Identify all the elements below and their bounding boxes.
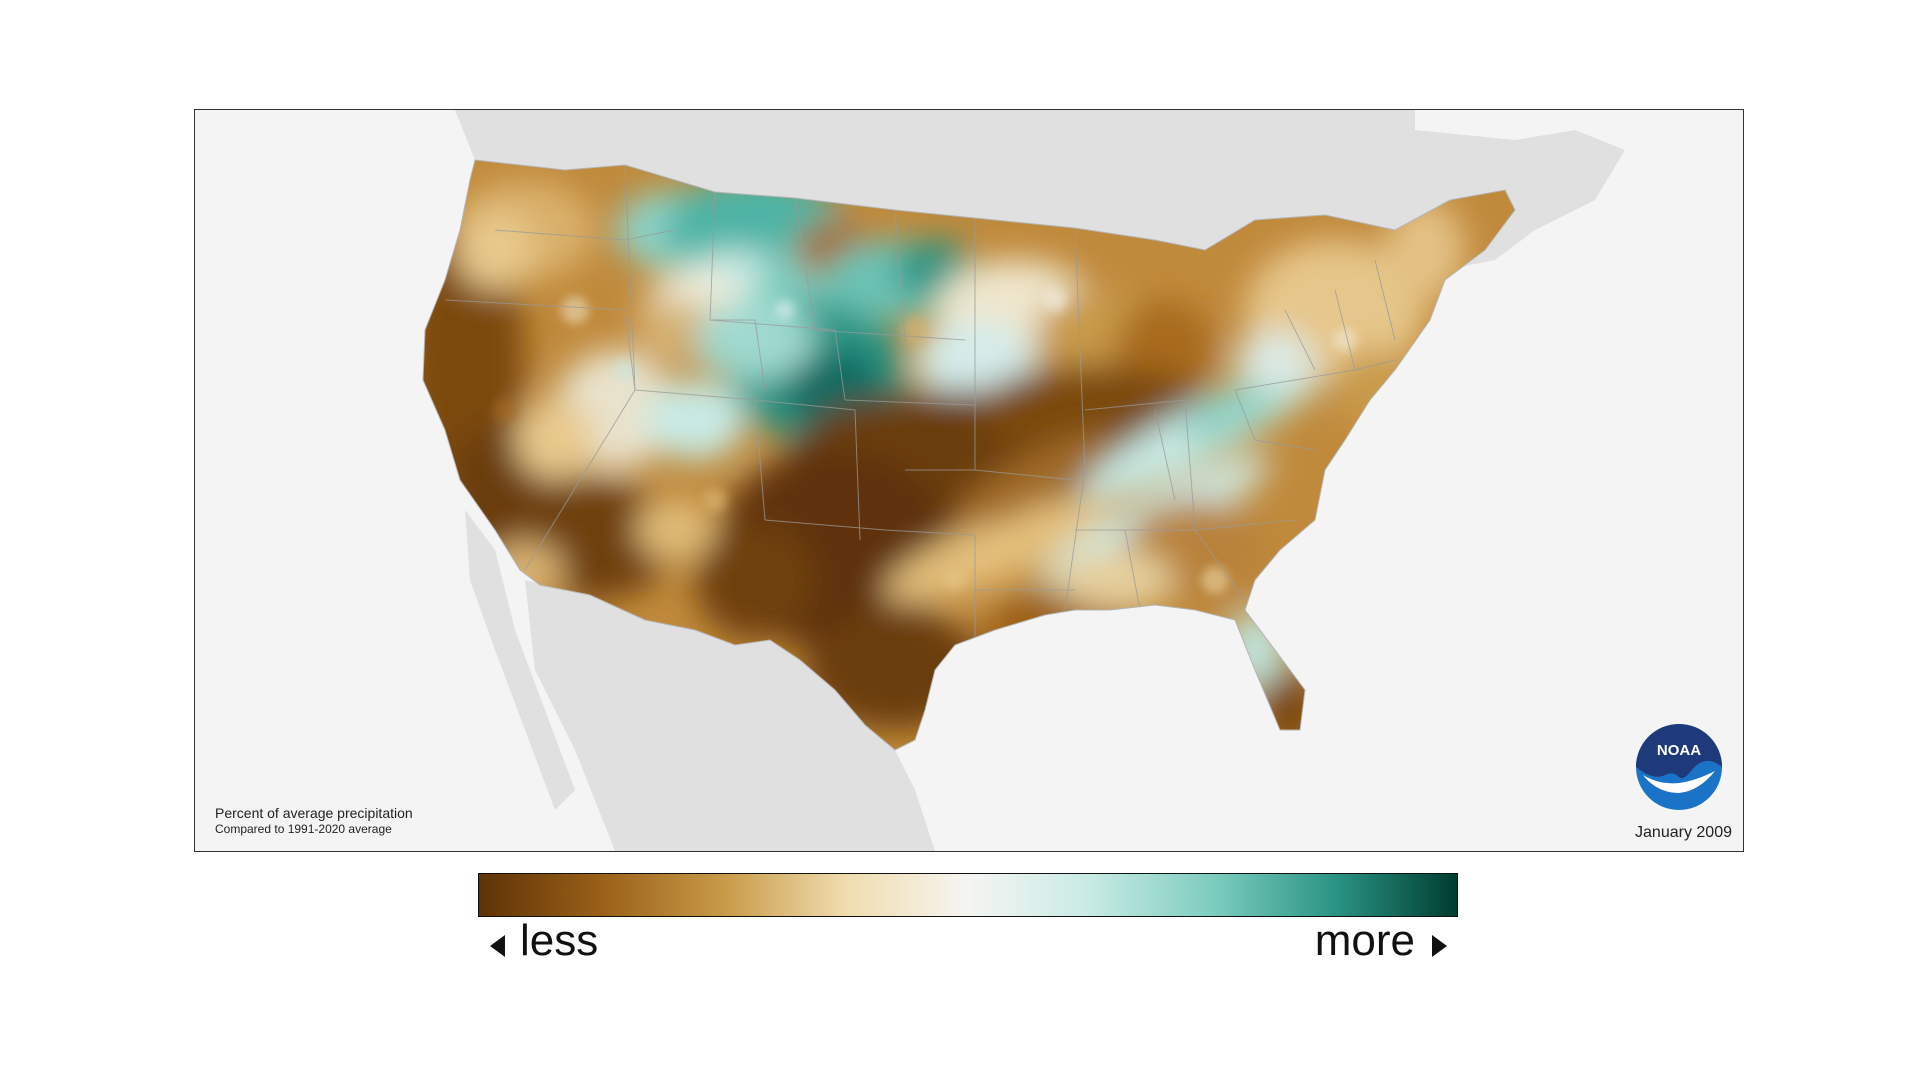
state-borders: [444, 164, 1396, 650]
map-caption: Percent of average precipitation Compare…: [215, 805, 413, 838]
legend-more-label: more: [1314, 916, 1415, 965]
baja-peninsula: [465, 510, 575, 810]
legend-gradient-bar: [479, 874, 1457, 916]
arrow-left-icon: [490, 935, 505, 957]
color-legend: [478, 873, 1458, 917]
map-panel: NOAA Percent of average precipitation Co…: [194, 109, 1744, 852]
legend-less-label: less: [520, 916, 599, 965]
caption-title: Percent of average precipitation: [215, 804, 413, 821]
precipitation-field: [423, 160, 1515, 750]
arrow-right-icon: [1432, 935, 1447, 957]
caption-subtitle: Compared to 1991-2020 average: [215, 822, 392, 836]
precipitation-map: [422, 110, 1625, 851]
noaa-logo: NOAA: [1635, 723, 1723, 811]
canada-landmass: [455, 110, 1625, 270]
svg-text:NOAA: NOAA: [1657, 742, 1701, 759]
date-label: January 2009: [1635, 824, 1732, 841]
mexico-landmass: [525, 580, 935, 851]
